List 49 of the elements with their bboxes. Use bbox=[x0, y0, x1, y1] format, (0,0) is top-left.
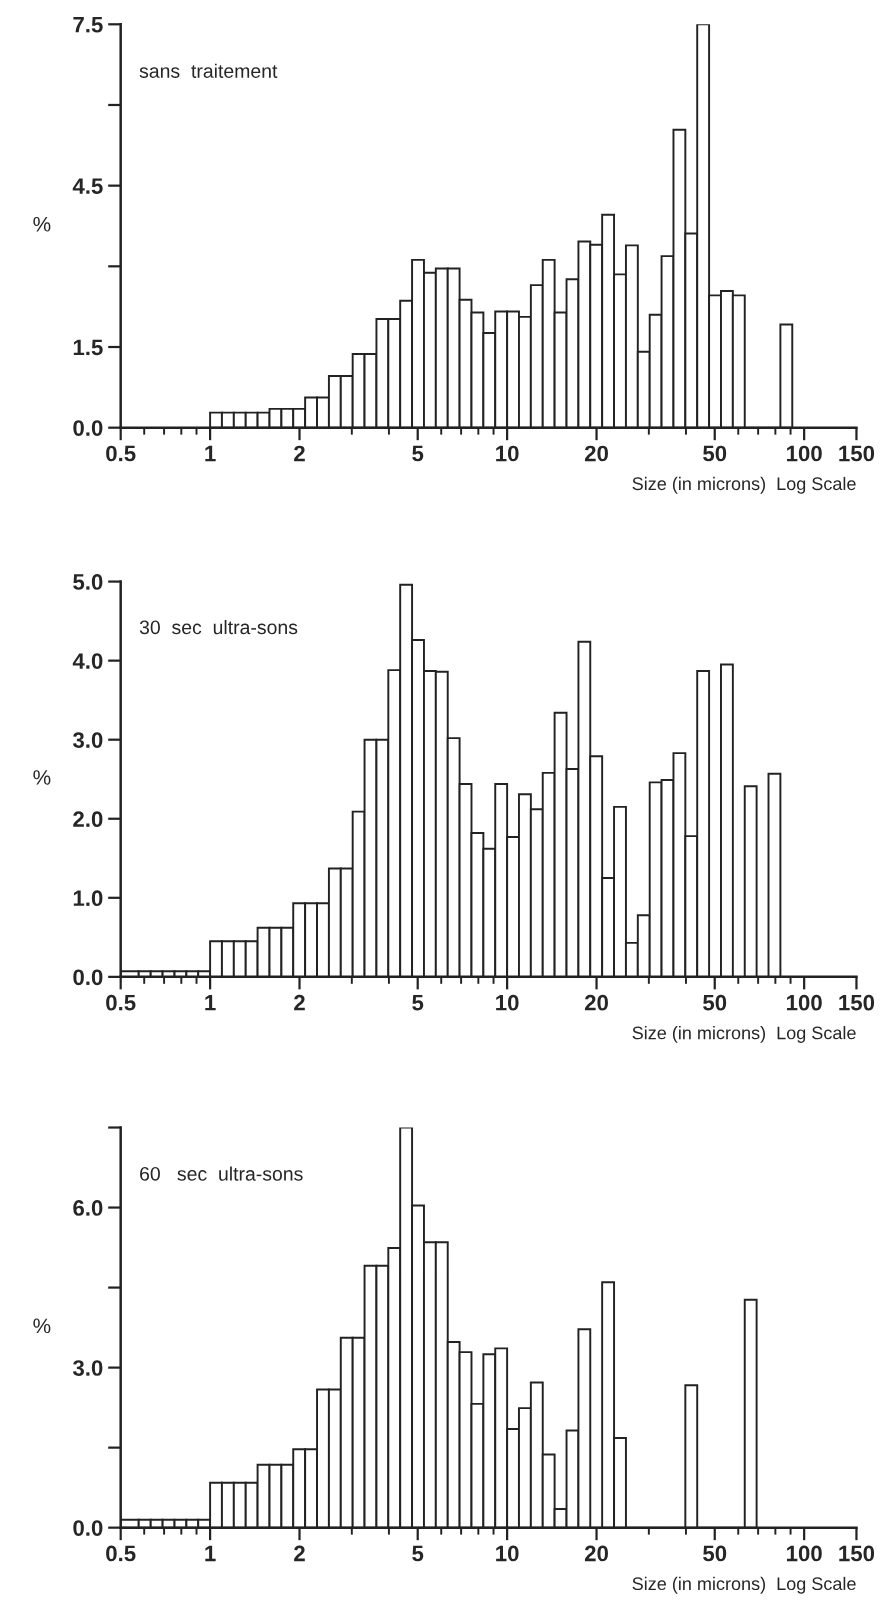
x-tick-label: 10 bbox=[496, 994, 519, 1011]
x-tick-label: 50 bbox=[703, 445, 727, 462]
y-axis-title: % bbox=[33, 770, 51, 785]
x-tick-label: 150 bbox=[839, 1545, 875, 1562]
x-tick-label: 1 bbox=[205, 445, 216, 462]
x-tick-label: 10 bbox=[496, 445, 519, 462]
x-tick-label: 50 bbox=[703, 1545, 727, 1562]
x-tick-label: 5 bbox=[412, 995, 424, 1011]
x-tick-label: 150 bbox=[839, 994, 875, 1011]
x-axis-title: Size (in microns) Log Scale bbox=[632, 476, 856, 494]
x-tick-label: 100 bbox=[787, 1545, 822, 1562]
y-tick-label: 7.5 bbox=[73, 17, 103, 33]
y-tick-label: 4.5 bbox=[72, 178, 103, 194]
y-tick-label: 0.0 bbox=[73, 969, 103, 986]
x-tick-label: 20 bbox=[584, 445, 608, 462]
y-tick-label: 0.0 bbox=[73, 420, 103, 436]
x-tick-label: 10 bbox=[496, 1545, 519, 1562]
x-tick-label: 1 bbox=[205, 1545, 216, 1562]
x-tick-label: 5 bbox=[412, 1545, 424, 1562]
y-axis-title: % bbox=[33, 216, 51, 232]
y-tick-label: 3.0 bbox=[72, 732, 103, 748]
y-axis-title: % bbox=[33, 1318, 51, 1334]
y-tick-label: 5.0 bbox=[73, 574, 103, 590]
x-tick-label: 0.5 bbox=[106, 445, 136, 462]
x-tick-label: 5 bbox=[412, 445, 424, 462]
x-tick-label: 2 bbox=[294, 1545, 305, 1562]
x-tick-label: 0.5 bbox=[106, 994, 136, 1011]
x-tick-label: 100 bbox=[787, 445, 822, 462]
x-tick-label: 1 bbox=[205, 995, 216, 1011]
x-tick-label: 2 bbox=[294, 445, 305, 462]
x-tick-label: 20 bbox=[584, 1545, 608, 1562]
y-tick-label: 4.0 bbox=[72, 653, 103, 669]
y-tick-label: 1.5 bbox=[73, 339, 103, 356]
annotation: 30 sec ultra-sons bbox=[139, 619, 298, 635]
y-tick-label: 0.0 bbox=[73, 1520, 103, 1536]
y-tick-label: 3.0 bbox=[72, 1360, 103, 1376]
x-axis-title: Size (in microns) Log Scale bbox=[632, 1576, 856, 1594]
y-tick-label: 6.0 bbox=[73, 1200, 103, 1216]
x-tick-label: 100 bbox=[787, 994, 822, 1011]
y-tick-label: 2.0 bbox=[73, 811, 103, 828]
x-tick-label: 150 bbox=[839, 445, 875, 462]
x-tick-label: 2 bbox=[294, 994, 305, 1011]
x-tick-label: 0.5 bbox=[106, 1545, 136, 1562]
x-tick-label: 50 bbox=[703, 994, 727, 1011]
x-tick-label: 20 bbox=[584, 994, 608, 1011]
x-axis-title: Size (in microns) Log Scale bbox=[632, 1026, 856, 1043]
annotation: 60 sec ultra-sons bbox=[140, 1166, 303, 1181]
y-tick-label: 1.0 bbox=[73, 890, 103, 907]
annotation: sans traitement bbox=[139, 63, 278, 78]
